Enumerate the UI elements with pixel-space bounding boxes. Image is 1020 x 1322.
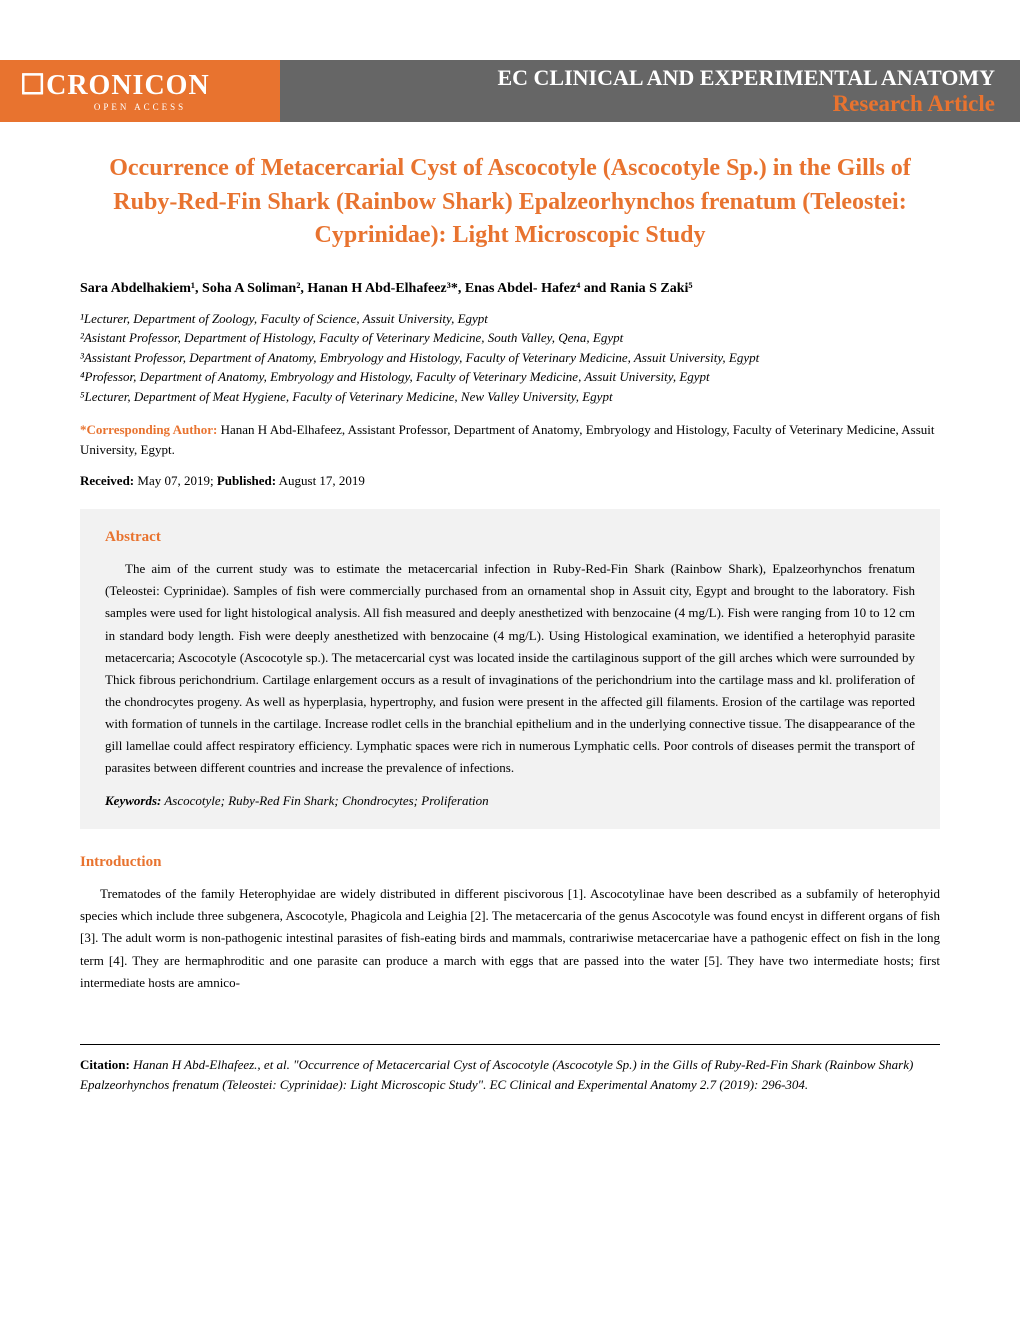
citation-label: Citation: [80,1057,130,1072]
keywords: Keywords: Ascocotyle; Ruby-Red Fin Shark… [105,793,915,809]
affiliation-4: ⁴Professor, Department of Anatomy, Embry… [80,367,940,387]
citation-text: Hanan H Abd-Elhafeez., et al. "Occurrenc… [80,1057,913,1093]
received-value: May 07, 2019; [134,473,217,488]
keywords-text: Ascocotyle; Ruby-Red Fin Shark; Chondroc… [161,793,488,808]
journal-name: EC CLINICAL AND EXPERIMENTAL ANATOMY [305,65,995,91]
abstract-body: The aim of the current study was to esti… [105,558,915,779]
publication-dates: Received: May 07, 2019; Published: Augus… [80,473,940,489]
keywords-label: Keywords: [105,793,161,808]
received-label: Received: [80,473,134,488]
citation-footer: Citation: Hanan H Abd-Elhafeez., et al. … [80,1044,940,1097]
abstract-section: Abstract The aim of the current study wa… [80,509,940,829]
journal-title-block: EC CLINICAL AND EXPERIMENTAL ANATOMY Res… [280,60,1020,122]
main-content: Occurrence of Metacercarial Cyst of Asco… [0,122,1020,1014]
published-value: August 17, 2019 [276,473,365,488]
affiliation-3: ³Assistant Professor, Department of Anat… [80,348,940,368]
corresponding-author: *Corresponding Author: Hanan H Abd-Elhaf… [80,420,940,459]
published-label: Published: [217,473,276,488]
article-title: Occurrence of Metacercarial Cyst of Asco… [80,152,940,253]
introduction-heading: Introduction [80,854,940,871]
publisher-logo: ☐CRONICON OPEN ACCESS [0,60,280,122]
affiliation-2: ²Asistant Professor, Department of Histo… [80,328,940,348]
affiliation-1: ¹Lecturer, Department of Zoology, Facult… [80,309,940,329]
corresponding-label: *Corresponding Author: [80,422,217,437]
affiliation-5: ⁵Lecturer, Department of Meat Hygiene, F… [80,387,940,407]
logo-text: ☐CRONICON [20,68,260,102]
introduction-body: Trematodes of the family Heterophyidae a… [80,883,940,993]
article-type: Research Article [305,91,995,117]
logo-subtext: OPEN ACCESS [20,102,260,112]
journal-header: ☐CRONICON OPEN ACCESS EC CLINICAL AND EX… [0,60,1020,122]
abstract-heading: Abstract [105,529,915,546]
author-list: Sara Abdelhakiem¹, Soha A Soliman², Hana… [80,281,940,297]
